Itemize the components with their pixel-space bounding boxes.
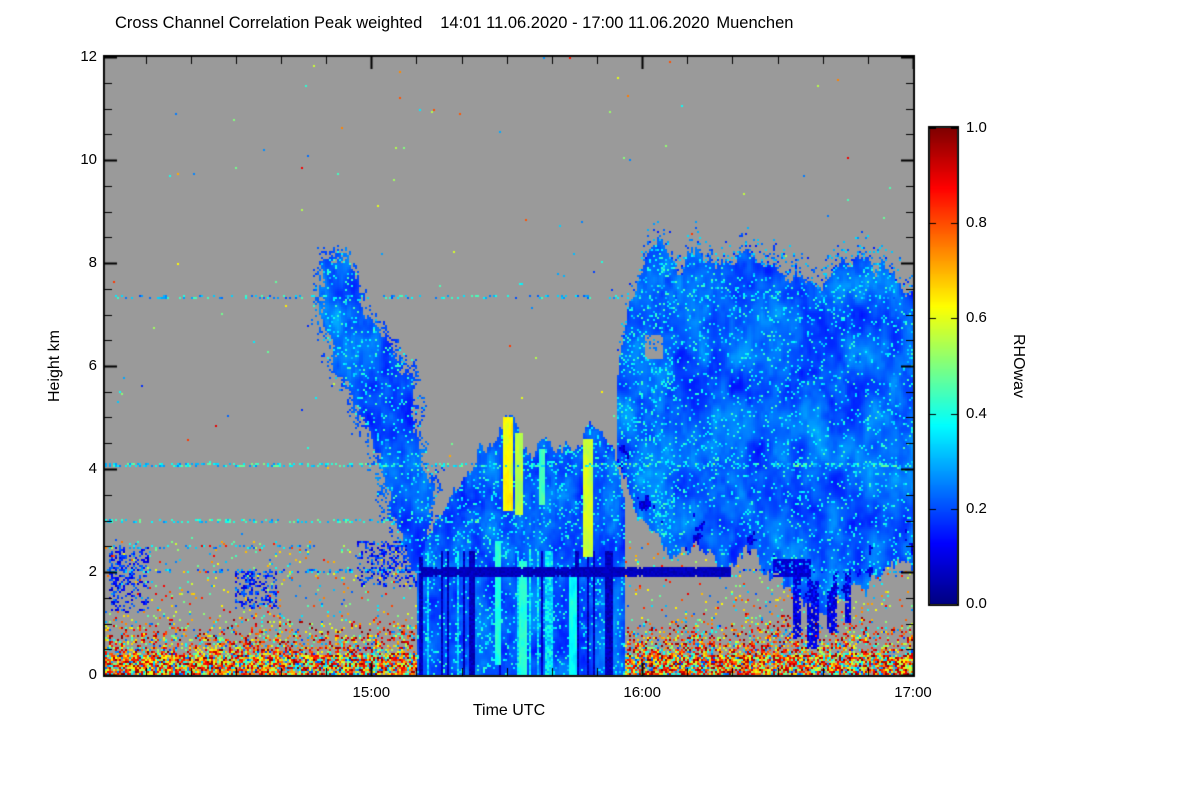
y-tick-label: 0	[88, 666, 97, 683]
y-tick-label: 2	[88, 563, 97, 580]
colorbar-tick-label: 0.8	[966, 214, 987, 232]
y-tick-label: 10	[80, 151, 97, 168]
colorbar-tick-label: 0.2	[966, 499, 987, 517]
colorbar-tick-label: 0.4	[966, 404, 987, 422]
chart-time-range: 14:01 11.06.2020 - 17:00 11.06.2020	[440, 14, 710, 32]
chart-title-text: Cross Channel Correlation Peak weighted	[115, 14, 423, 32]
colorbar-tick-label: 0.6	[966, 309, 987, 327]
y-tick-label: 8	[88, 254, 97, 271]
y-tick-label: 12	[80, 48, 97, 65]
colorbar-gradient	[930, 128, 957, 604]
colorbar-label: RHOwav	[1010, 333, 1027, 399]
x-tick-label: 16:00	[623, 684, 661, 701]
colorbar-tick-label: 0.0	[966, 595, 987, 612]
x-tick-label: 15:00	[352, 684, 391, 701]
heatmap-canvas	[105, 57, 913, 675]
x-tick-label: 17:00	[894, 684, 932, 701]
chart-title: Cross Channel Correlation Peak weighted 1…	[115, 14, 793, 33]
colorbar-tick-label: 1.0	[966, 119, 987, 136]
x-axis-label: Time UTC	[472, 702, 546, 719]
chart-station: Muenchen	[716, 14, 794, 32]
y-tick-label: 4	[88, 460, 97, 477]
y-tick-label: 6	[88, 357, 97, 374]
